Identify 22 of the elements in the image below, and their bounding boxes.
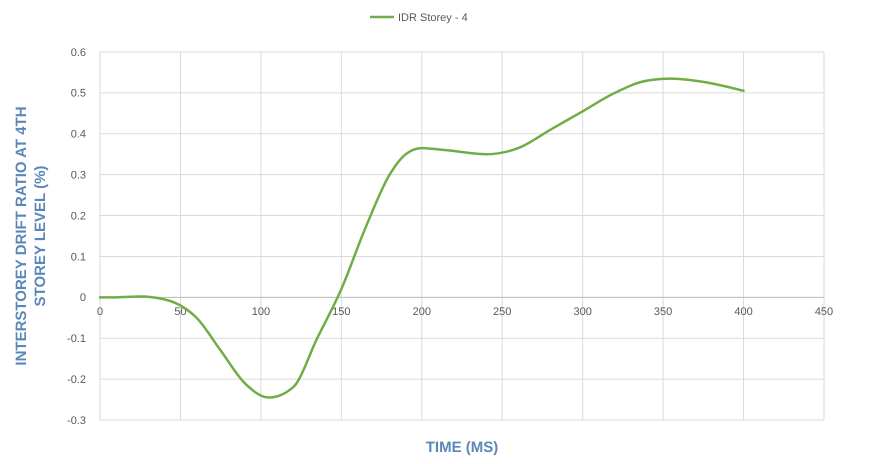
y-tick-label: 0.4 (70, 128, 86, 141)
x-tick-label: 200 (412, 306, 431, 318)
y-tick-label: 0.5 (70, 88, 86, 100)
x-tick-label: 250 (493, 306, 512, 318)
x-tick-label: 0 (96, 306, 104, 318)
y-tick-label: 0.6 (70, 46, 86, 59)
x-tick-label: 450 (814, 306, 834, 318)
x-tick-label: 350 (654, 306, 672, 318)
legend-label: IDR Storey - 4 (398, 12, 468, 24)
x-tick-label: 100 (252, 306, 270, 318)
x-tick-label: 400 (734, 306, 753, 318)
y-tick-label: 0.2 (70, 210, 86, 222)
y-axis-title: INTERSTOREY DRIFT RATIO AT 4TH STOREY LEVEL (%) (13, 106, 49, 366)
y-tick-label: 0.1 (70, 251, 86, 264)
y-tick-label: -0.2 (67, 374, 86, 386)
y-tick-label: -0.3 (67, 414, 86, 427)
y-tick-label: -0.1 (67, 333, 86, 346)
x-tick-label: 150 (332, 306, 351, 318)
y-tick-label: 0.3 (70, 170, 86, 182)
x-axis-title: TIME (MS) (426, 439, 498, 456)
x-tick-label: 300 (573, 306, 592, 318)
y-tick-label: 0 (80, 292, 86, 304)
